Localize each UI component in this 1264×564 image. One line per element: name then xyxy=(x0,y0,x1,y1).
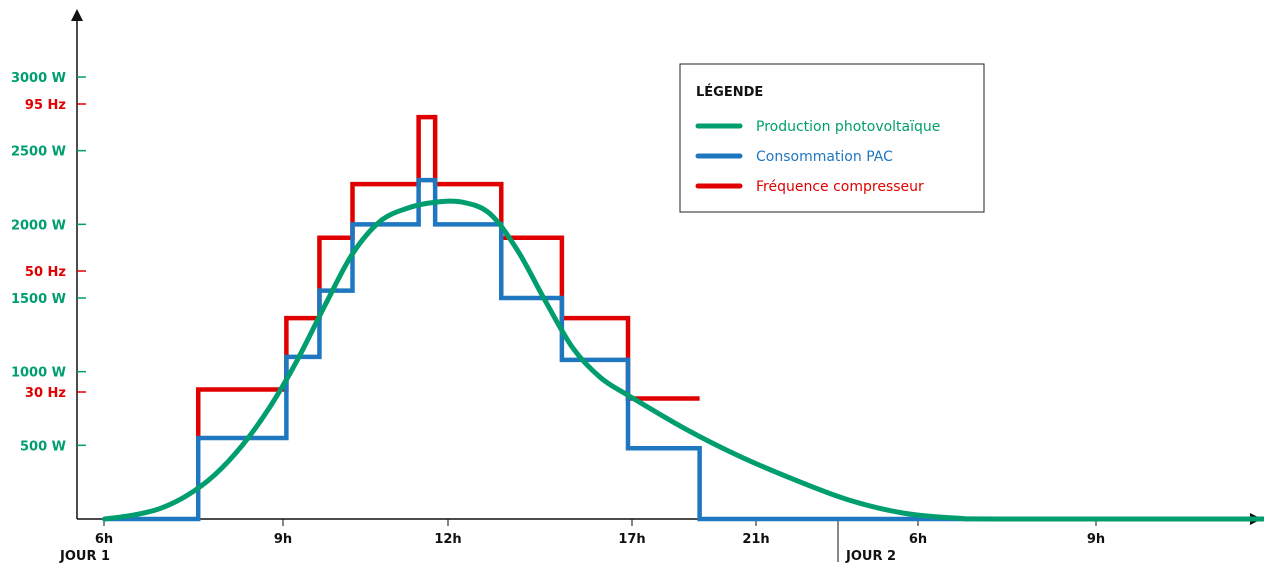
legend-title: LÉGENDE xyxy=(696,84,763,100)
y-tick-label-power: 1500 W xyxy=(11,292,66,307)
y-tick-label-freq: 50 Hz xyxy=(25,265,66,280)
day-label: JOUR 2 xyxy=(845,549,896,564)
y-tick-label-power: 2000 W xyxy=(11,218,66,233)
production-curve xyxy=(102,198,1264,522)
x-tick-label: 6h xyxy=(95,532,113,547)
x-tick-label: 9h xyxy=(274,532,292,547)
consumption-step-line xyxy=(104,177,1264,522)
y-tick-label-power: 3000 W xyxy=(11,71,66,86)
y-tick-label-power: 2500 W xyxy=(11,145,66,160)
y-tick-label-power: 500 W xyxy=(20,439,66,454)
y-tick-label-freq: 30 Hz xyxy=(25,386,66,401)
y-tick-label-freq: 95 Hz xyxy=(25,98,66,113)
x-ticks: 6h 9h 12h 17h 21h 6h 9h JOUR 1 JOUR 2 xyxy=(59,519,1105,564)
x-tick-label: 21h xyxy=(742,532,769,547)
day-label: JOUR 1 xyxy=(59,549,110,564)
x-tick-label: 12h xyxy=(434,532,461,547)
series-layer xyxy=(102,114,1264,522)
y-axis-arrow xyxy=(71,9,83,21)
y-tick-label-power: 1000 W xyxy=(11,366,66,381)
x-tick-label: 9h xyxy=(1087,532,1105,547)
legend-label-freq: Fréquence compresseur xyxy=(756,179,924,195)
legend-label-pv: Production photovoltaïque xyxy=(756,119,940,135)
legend-label-pac: Consommation PAC xyxy=(756,149,893,165)
x-tick-label: 6h xyxy=(909,532,927,547)
y-ticks: 3000 W 2500 W 2000 W 1500 W 1000 W 500 W 95 Hz… xyxy=(11,71,86,454)
x-tick-label: 17h xyxy=(618,532,645,547)
legend: LÉGENDE Production photovoltaïque Consom… xyxy=(679,63,985,213)
